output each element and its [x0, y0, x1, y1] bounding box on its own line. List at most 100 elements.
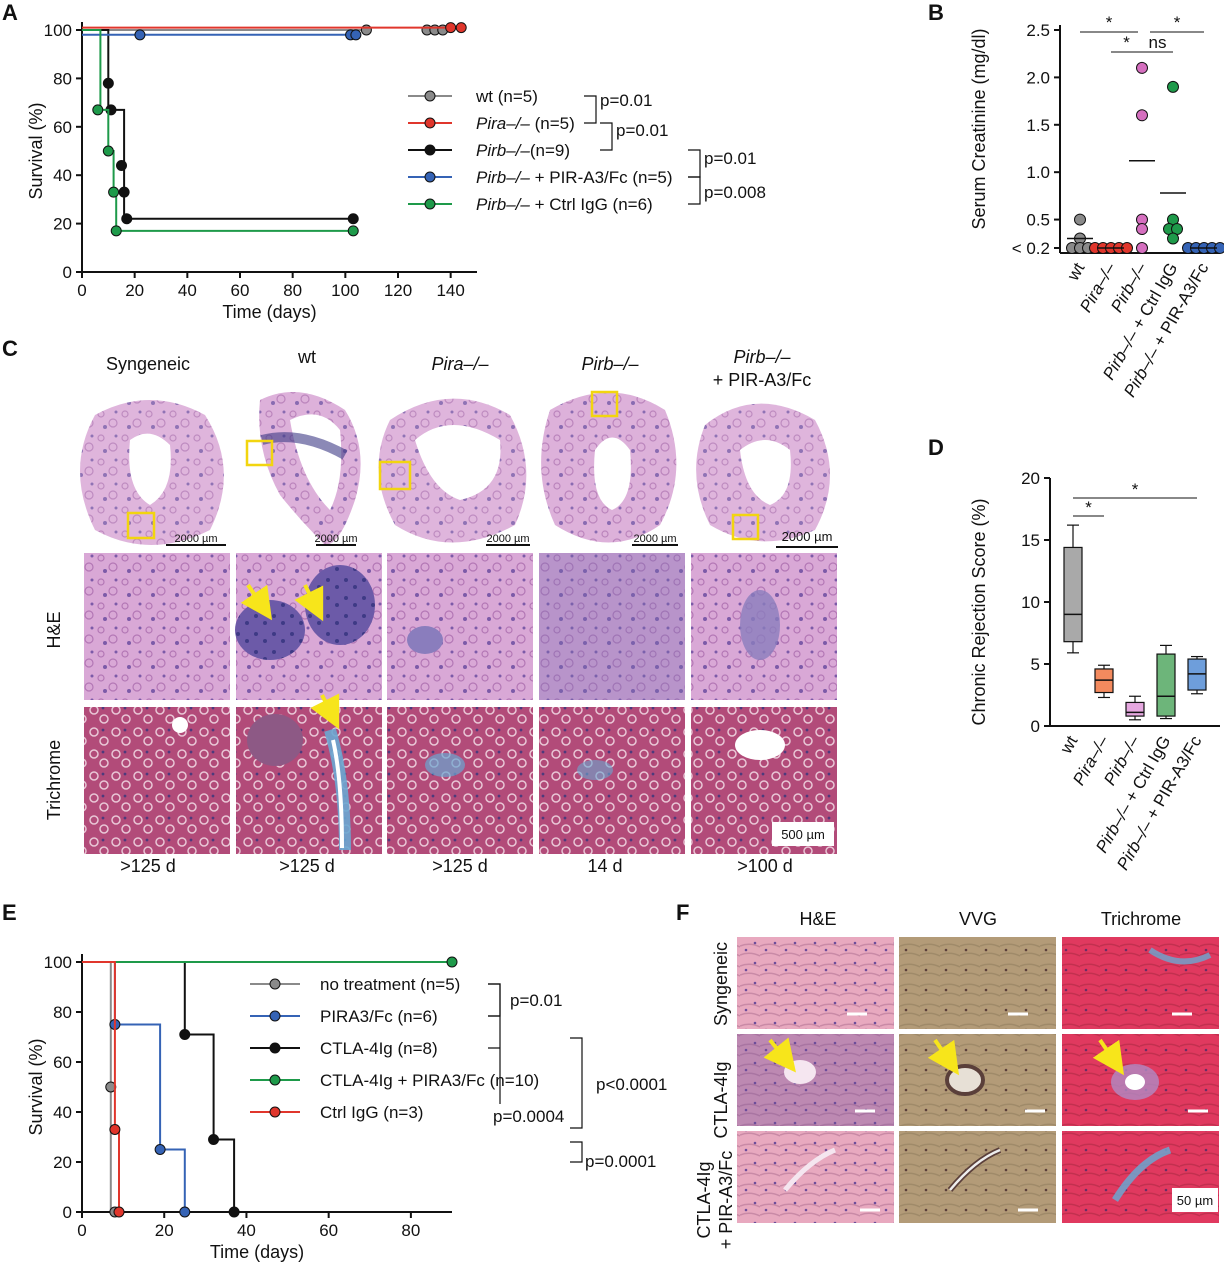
- e-pvalue-bracket-0: [488, 983, 501, 1017]
- he-row: [84, 553, 837, 700]
- a-pvalue-0: p=0.01: [600, 91, 652, 110]
- a-xtick-label-100: 100: [331, 281, 359, 300]
- trichrome-row: 500 µm: [84, 693, 837, 854]
- e-legend-label-3: CTLA-4Ig + PIRA3/Fc (n=10): [320, 1071, 539, 1090]
- a-pvalue-bracket-2: [688, 149, 701, 178]
- e-ytick-label-60: 60: [53, 1053, 72, 1072]
- he-tile-pirb: [539, 553, 685, 700]
- a-ytick-label-40: 40: [53, 166, 72, 185]
- f-row-ctla4ig: CTLA-4Ig: [711, 1061, 731, 1138]
- e-legend-marker-1: [269, 1010, 281, 1022]
- kidney-pirb-pira3fc: 2000 µm: [696, 403, 838, 548]
- a-legend-label-2: Pirb–/–(n=9): [476, 141, 570, 160]
- a-series-4-point-0: [92, 104, 104, 116]
- e-xlabel: Time (days): [210, 1242, 304, 1262]
- a-ylabel: Survival (%): [26, 102, 46, 199]
- duration-wt: >125 d: [279, 856, 335, 876]
- a-legend-label-4: Pirb–/– + Ctrl IgG (n=6): [476, 195, 653, 214]
- b-ytick-label-1: 0.5: [1026, 211, 1050, 230]
- row-label-trichrome: Trichrome: [44, 740, 64, 820]
- d-ytick-label-20: 20: [1021, 469, 1040, 488]
- b-ytick-label-3: 1.5: [1026, 116, 1050, 135]
- b-ytick-label-2: 1.0: [1026, 163, 1050, 182]
- b-sig-label-3: ns: [1149, 33, 1167, 52]
- b-sig-label-2: *: [1123, 33, 1130, 52]
- a-pvalue-bracket-0: [584, 95, 597, 124]
- d-box-3: [1156, 653, 1176, 717]
- e-legend-marker-2: [269, 1042, 281, 1054]
- e-xtick-label-0: 0: [77, 1221, 86, 1240]
- a-series-2-point-3: [118, 186, 130, 198]
- e-xtick-label-80: 80: [401, 1221, 420, 1240]
- b-ylabel: Serum Creatinine (mg/dl): [969, 28, 989, 229]
- a-legend-label-1-text: (n=5): [530, 114, 575, 133]
- d-ytick-label-0: 0: [1031, 717, 1040, 736]
- a-legend-marker-4: [424, 198, 436, 210]
- e-legend-label-2: CTLA-4Ig (n=8): [320, 1039, 438, 1058]
- a-xtick-label-0: 0: [77, 281, 86, 300]
- f-col-he: H&E: [799, 909, 836, 929]
- b-xlabel-0: wt: [1063, 259, 1089, 284]
- d-ytick-label-10: 10: [1021, 593, 1040, 612]
- a-series-3-point-0: [134, 29, 146, 41]
- e-pvalue-3: p=0.0001: [585, 1152, 656, 1171]
- col-header-pirb: Pirb–/–: [581, 354, 639, 374]
- e-pvalue-0: p=0.01: [510, 991, 562, 1010]
- panel-label-a: A: [2, 0, 18, 25]
- e-legend-marker-3: [269, 1074, 281, 1086]
- b-point-0-0: [1074, 213, 1086, 226]
- b-point-2-1: [1136, 109, 1148, 122]
- f-row-ctla4ig-pira3fc-line2: + PIR-A3/Fc: [716, 1151, 736, 1250]
- e-series-line-2: [82, 961, 236, 1212]
- tri-tile-syngeneic: [84, 707, 230, 854]
- e-series-1-point-1: [154, 1144, 166, 1155]
- e-series-4-point-0: [109, 1124, 121, 1135]
- e-legend-label-0: no treatment (n=5): [320, 975, 460, 994]
- he-tile-pira: [387, 553, 533, 700]
- a-series-2-point-5: [347, 213, 359, 225]
- e-ytick-label-80: 80: [53, 1003, 72, 1022]
- chart-e-survival: 0 20 40 60 80 100 0 20 40 60 80 Time (days) Survival…: [26, 953, 667, 1262]
- a-ytick-label-0: 0: [63, 263, 72, 282]
- a-series-3-point-2: [350, 29, 362, 41]
- panel-c-histology: Syngeneic wt Pira–/– Pirb–/– Pirb–/– + P…: [44, 347, 838, 876]
- a-series-4-point-3: [110, 225, 122, 237]
- a-legend-marker-1: [424, 117, 436, 129]
- a-xtick-label-120: 120: [384, 281, 412, 300]
- e-series-2-point-2: [228, 1206, 240, 1218]
- he-tile-syngeneic: [84, 553, 230, 700]
- kidney-pirb: 2000 µm: [541, 390, 678, 546]
- d-xlabel-0: wt: [1056, 732, 1082, 757]
- a-legend-label-0-text: wt (n=5): [475, 87, 538, 106]
- e-ytick-label-40: 40: [53, 1103, 72, 1122]
- a-xtick-label-80: 80: [283, 281, 302, 300]
- col-header-syngeneic: Syngeneic: [106, 354, 190, 374]
- chart-b-creatinine: < 0.2 0.5 1.0 1.5 2.0 2.5 Serum Creatinine (mg…: [969, 13, 1224, 400]
- e-xtick-label-20: 20: [155, 1221, 174, 1240]
- a-ytick-label-60: 60: [53, 118, 72, 137]
- b-ytick-label-4: 2.0: [1026, 68, 1050, 87]
- col-header-wt: wt: [297, 347, 316, 367]
- panel-c-column-headers: Syngeneic wt Pira–/– Pirb–/– Pirb–/– + P…: [106, 347, 811, 390]
- a-ytick-label-20: 20: [53, 215, 72, 234]
- e-pvalue-bracket-1: [488, 983, 501, 1104]
- tri-tile-pira: [387, 707, 533, 854]
- f-tile-vvg-combo: [899, 1131, 1056, 1223]
- a-series-1-point-1: [455, 22, 467, 34]
- e-ytick-label-100: 100: [44, 953, 72, 972]
- a-series-0-point-0: [360, 24, 372, 36]
- kidney-wt: 2000 µm: [245, 392, 361, 546]
- a-series-2-point-0: [102, 77, 114, 89]
- e-legend-marker-4: [269, 1106, 281, 1118]
- e-pvalue-bracket-2: [570, 1037, 583, 1129]
- a-pvalue-3: p=0.008: [704, 183, 766, 202]
- a-pvalue-bracket-3: [688, 176, 701, 205]
- a-legend-label-4-text: + Ctrl IgG (n=6): [530, 195, 653, 214]
- a-xtick-label-20: 20: [125, 281, 144, 300]
- e-pvalue-bracket-3: [570, 1141, 583, 1163]
- scalebar-pirb-pira3fc: 2000 µm: [782, 529, 833, 544]
- f-row-syngeneic: Syngeneic: [711, 942, 731, 1026]
- a-ytick-label-80: 80: [53, 69, 72, 88]
- a-series-4-point-1: [102, 145, 114, 157]
- duration-pira: >125 d: [432, 856, 488, 876]
